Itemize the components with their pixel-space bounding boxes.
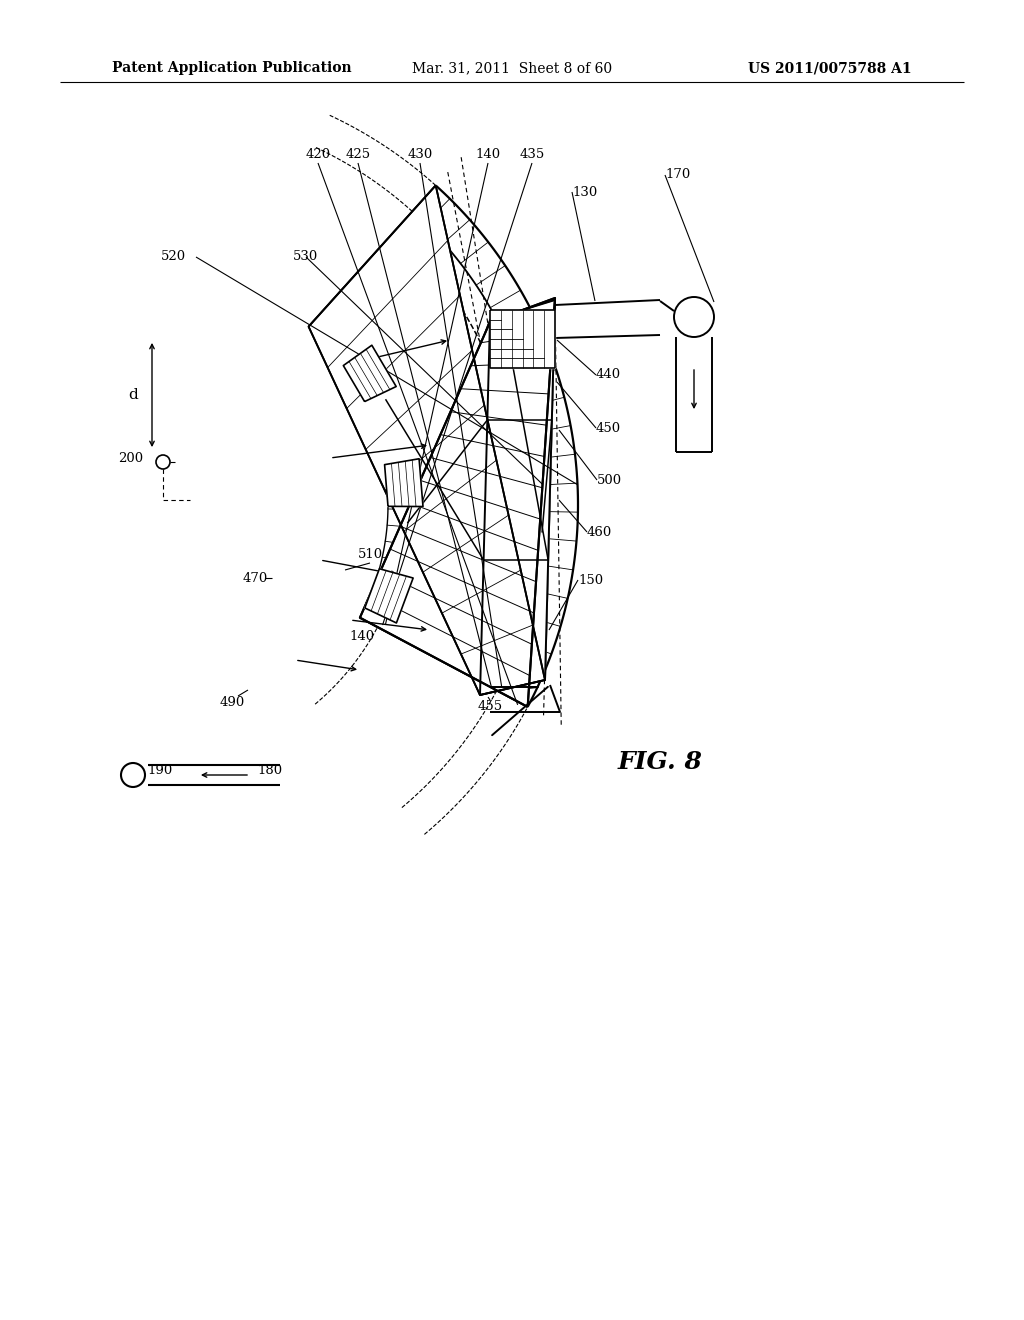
Text: 460: 460 xyxy=(587,525,612,539)
Text: FIG. 8: FIG. 8 xyxy=(617,750,702,774)
Polygon shape xyxy=(359,298,555,708)
Text: 530: 530 xyxy=(293,251,318,264)
Text: 455: 455 xyxy=(477,701,503,714)
Text: Patent Application Publication: Patent Application Publication xyxy=(112,61,351,75)
Text: 140: 140 xyxy=(349,631,375,644)
Text: 150: 150 xyxy=(578,573,603,586)
Text: 500: 500 xyxy=(597,474,623,487)
Text: 200: 200 xyxy=(118,451,143,465)
Text: 430: 430 xyxy=(408,149,432,161)
Text: 140: 140 xyxy=(475,149,501,161)
Text: 435: 435 xyxy=(519,149,545,161)
Text: 450: 450 xyxy=(596,421,622,434)
Text: 425: 425 xyxy=(345,149,371,161)
Text: 510: 510 xyxy=(357,549,383,561)
Text: 490: 490 xyxy=(219,697,245,710)
Text: 520: 520 xyxy=(161,251,185,264)
Text: 170: 170 xyxy=(665,169,690,181)
Polygon shape xyxy=(359,298,555,708)
Text: 440: 440 xyxy=(596,368,622,381)
Polygon shape xyxy=(308,185,545,696)
Polygon shape xyxy=(480,300,555,696)
Text: 130: 130 xyxy=(572,186,597,198)
Polygon shape xyxy=(365,569,413,623)
Polygon shape xyxy=(385,459,423,507)
Text: 180: 180 xyxy=(257,763,283,776)
Text: Mar. 31, 2011  Sheet 8 of 60: Mar. 31, 2011 Sheet 8 of 60 xyxy=(412,61,612,75)
Polygon shape xyxy=(490,310,555,368)
Text: 470: 470 xyxy=(243,572,267,585)
Polygon shape xyxy=(343,346,396,401)
Text: 420: 420 xyxy=(305,149,331,161)
Text: d: d xyxy=(128,388,138,403)
Text: US 2011/0075788 A1: US 2011/0075788 A1 xyxy=(749,61,912,75)
Text: 190: 190 xyxy=(147,763,173,776)
